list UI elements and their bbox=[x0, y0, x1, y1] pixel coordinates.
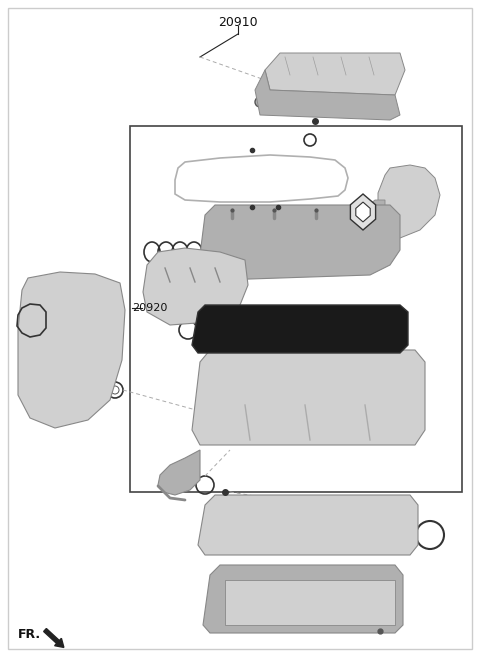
Ellipse shape bbox=[362, 358, 400, 402]
Ellipse shape bbox=[25, 355, 75, 395]
Polygon shape bbox=[265, 53, 405, 95]
Bar bbox=[130, 126, 462, 492]
Text: 20920: 20920 bbox=[132, 303, 168, 313]
Ellipse shape bbox=[74, 318, 102, 352]
Ellipse shape bbox=[320, 363, 348, 397]
Polygon shape bbox=[203, 565, 403, 633]
Ellipse shape bbox=[206, 336, 214, 344]
Ellipse shape bbox=[367, 363, 395, 397]
Ellipse shape bbox=[248, 325, 256, 333]
Polygon shape bbox=[360, 200, 385, 232]
Ellipse shape bbox=[226, 363, 254, 397]
Ellipse shape bbox=[206, 325, 214, 333]
Ellipse shape bbox=[255, 215, 279, 229]
Ellipse shape bbox=[76, 390, 100, 410]
Ellipse shape bbox=[299, 311, 333, 347]
Polygon shape bbox=[158, 450, 200, 495]
Ellipse shape bbox=[211, 249, 239, 267]
Ellipse shape bbox=[222, 510, 258, 530]
Polygon shape bbox=[192, 350, 425, 445]
Ellipse shape bbox=[297, 215, 321, 229]
Ellipse shape bbox=[268, 358, 306, 402]
Ellipse shape bbox=[334, 336, 342, 344]
Ellipse shape bbox=[248, 336, 256, 344]
Ellipse shape bbox=[342, 311, 376, 347]
Ellipse shape bbox=[291, 325, 299, 333]
Ellipse shape bbox=[334, 325, 342, 333]
Polygon shape bbox=[378, 165, 440, 238]
Ellipse shape bbox=[255, 97, 265, 107]
Polygon shape bbox=[255, 70, 400, 120]
Ellipse shape bbox=[376, 325, 384, 333]
Polygon shape bbox=[192, 305, 408, 353]
Ellipse shape bbox=[295, 249, 323, 267]
Ellipse shape bbox=[312, 510, 348, 530]
Ellipse shape bbox=[273, 363, 301, 397]
Ellipse shape bbox=[213, 311, 247, 347]
Polygon shape bbox=[225, 580, 395, 625]
Ellipse shape bbox=[256, 311, 290, 347]
Ellipse shape bbox=[337, 249, 365, 267]
Ellipse shape bbox=[28, 285, 68, 335]
Ellipse shape bbox=[253, 249, 281, 267]
Ellipse shape bbox=[357, 510, 393, 530]
Polygon shape bbox=[200, 205, 400, 280]
Ellipse shape bbox=[221, 358, 259, 402]
FancyArrow shape bbox=[44, 629, 64, 647]
Polygon shape bbox=[198, 495, 418, 555]
Ellipse shape bbox=[267, 510, 303, 530]
Polygon shape bbox=[18, 272, 125, 428]
Polygon shape bbox=[350, 194, 376, 230]
Ellipse shape bbox=[291, 336, 299, 344]
Ellipse shape bbox=[376, 336, 384, 344]
Text: FR.: FR. bbox=[18, 629, 41, 641]
Ellipse shape bbox=[339, 215, 363, 229]
Polygon shape bbox=[356, 202, 370, 222]
Ellipse shape bbox=[213, 215, 237, 229]
Text: 20910: 20910 bbox=[218, 16, 258, 29]
Ellipse shape bbox=[315, 358, 353, 402]
Polygon shape bbox=[143, 248, 248, 325]
